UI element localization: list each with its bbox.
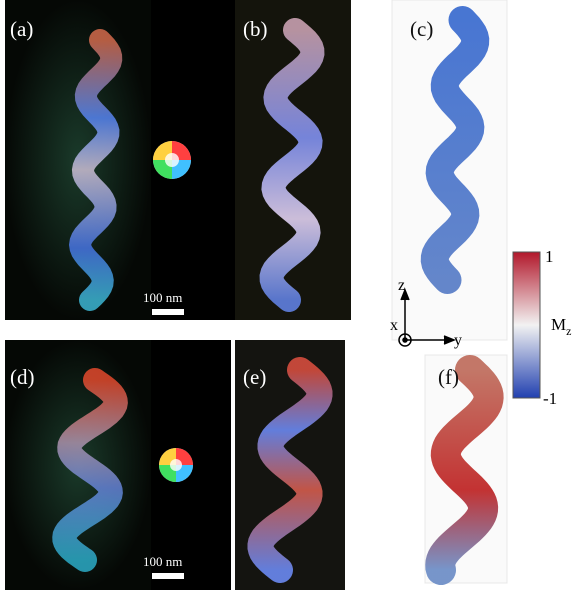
panel-label: (c): [410, 17, 433, 41]
panel-label: (d): [10, 365, 35, 389]
axis-label: x: [390, 317, 398, 334]
colorbar-symbol: M: [551, 315, 566, 334]
scale-bar: [152, 573, 184, 579]
colorbar-max: 1: [545, 247, 554, 266]
colorbar: [513, 252, 540, 398]
colorbar-label: Mz: [551, 315, 571, 338]
axis-label: z: [398, 277, 405, 294]
figure: (a) (b) (c) (d) (e) (f) 100 nm 100 nm 1 …: [0, 0, 584, 590]
scale-bar: [152, 309, 184, 315]
panel-label: (b): [243, 17, 268, 41]
panel-label: (f): [438, 365, 459, 389]
scale-bar-label: 100 nm: [143, 290, 182, 305]
panel-label: (a): [10, 17, 33, 41]
panel-label: (e): [243, 365, 266, 389]
colorbar-subscript: z: [566, 324, 571, 338]
scale-bar-label: 100 nm: [143, 554, 182, 569]
colorbar-min: -1: [543, 389, 557, 408]
axis-label: y: [454, 332, 462, 349]
